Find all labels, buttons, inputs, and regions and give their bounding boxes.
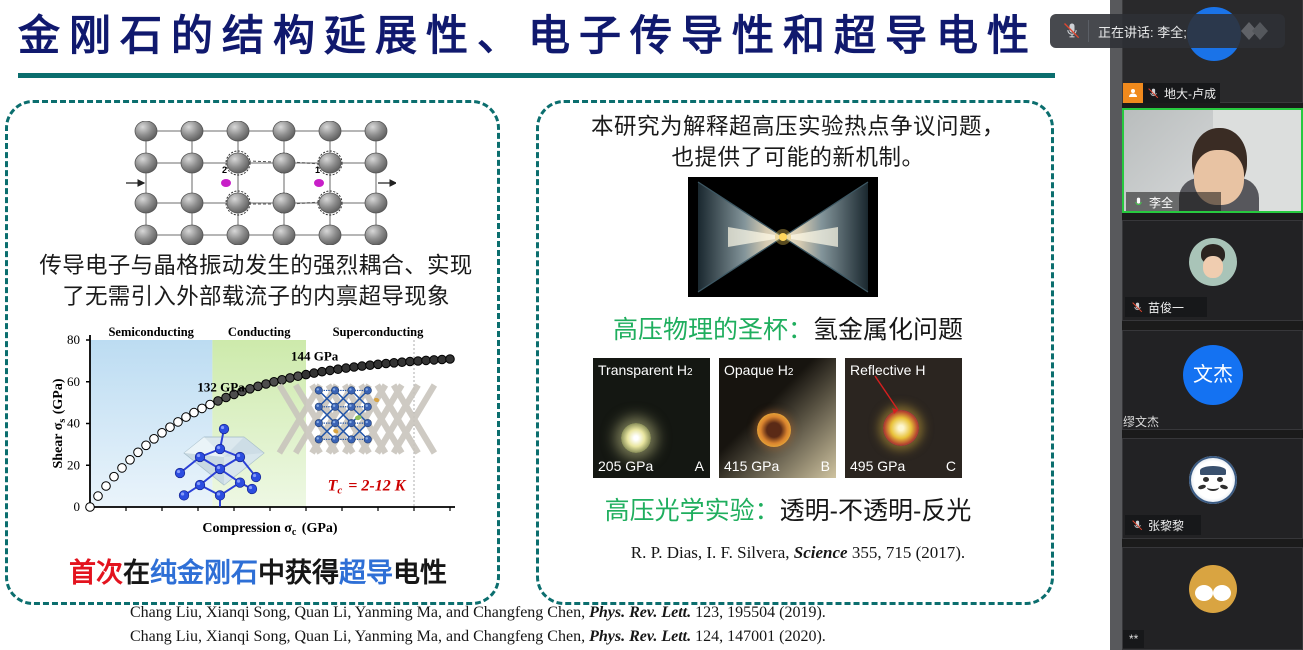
svg-text:0: 0 (74, 499, 81, 514)
svg-text:132 GPa: 132 GPa (197, 379, 245, 394)
svg-text:Semiconducting: Semiconducting (108, 325, 194, 339)
svg-text:Conducting: Conducting (228, 325, 291, 339)
svg-text:Shear σs (GPa): Shear σs (GPa) (51, 378, 68, 468)
svg-text:144 GPa: 144 GPa (291, 349, 339, 364)
svg-text:1: 1 (315, 165, 320, 175)
svg-text:20: 20 (67, 457, 80, 472)
svg-text:80: 80 (67, 332, 80, 347)
svg-text:40: 40 (67, 416, 80, 431)
svg-text:60: 60 (67, 374, 80, 389)
svg-text:2: 2 (222, 165, 227, 175)
svg-text:Compression σc (GPa): Compression σc (GPa) (202, 521, 337, 538)
svg-text:Tc = 2-12 K: Tc = 2-12 K (328, 477, 407, 496)
svg-text:Superconducting: Superconducting (333, 325, 425, 339)
